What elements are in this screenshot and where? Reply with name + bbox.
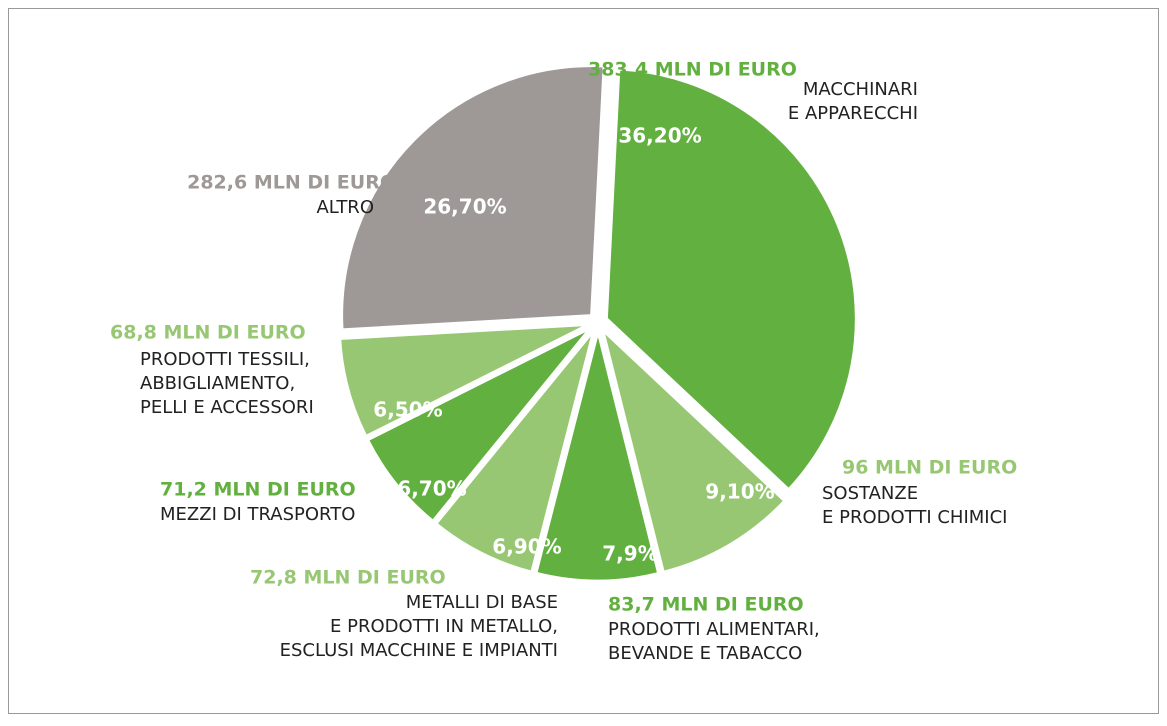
category-line: PELLI E ACCESSORI bbox=[140, 397, 314, 418]
pie-slice bbox=[604, 67, 858, 492]
amount-label: 96 MLN DI EURO bbox=[842, 457, 1017, 479]
percent-label: 6,70% bbox=[397, 477, 466, 501]
category-label: MEZZI DI TRASPORTO bbox=[160, 504, 355, 525]
amount-label: 68,8 MLN DI EURO bbox=[110, 322, 306, 344]
category-line: MACCHINARI bbox=[803, 79, 918, 100]
category-line: MEZZI DI TRASPORTO bbox=[160, 504, 355, 525]
percent-label: 36,20% bbox=[618, 124, 701, 148]
category-line: ALTRO bbox=[316, 197, 374, 218]
percent-label: 6,50% bbox=[373, 398, 442, 422]
category-label: METALLI DI BASE E PRODOTTI IN METALLO, ESC… bbox=[280, 592, 558, 661]
category-line: PRODOTTI ALIMENTARI, bbox=[608, 619, 820, 640]
category-line: E PRODOTTI CHIMICI bbox=[822, 507, 1007, 528]
category-line: BEVANDE E TABACCO bbox=[608, 643, 802, 664]
amount-label: 72,8 MLN DI EURO bbox=[250, 567, 446, 589]
category-line: ABBIGLIAMENTO, bbox=[140, 373, 295, 394]
pie-slice bbox=[340, 64, 606, 332]
amount-label: 383,4 MLN DI EURO bbox=[588, 59, 797, 81]
category-line: SOSTANZE bbox=[822, 483, 918, 504]
amount-label: 71,2 MLN DI EURO bbox=[160, 479, 356, 501]
percent-label: 9,10% bbox=[705, 480, 774, 504]
pie-slice bbox=[365, 326, 593, 524]
percent-label: 7,9% bbox=[602, 542, 657, 566]
pie-slice bbox=[599, 325, 787, 575]
frame bbox=[8, 8, 1159, 714]
category-line: PRODOTTI TESSILI, bbox=[140, 349, 310, 370]
category-line: ESCLUSI MACCHINE E IMPIANTI bbox=[280, 640, 558, 661]
category-label: PRODOTTI ALIMENTARI, BEVANDE E TABACCO bbox=[608, 619, 820, 664]
percent-label: 26,70% bbox=[423, 195, 506, 219]
pie-slice bbox=[534, 330, 661, 583]
category-label: PRODOTTI TESSILI, ABBIGLIAMENTO, PELLI E A… bbox=[140, 349, 314, 418]
category-line: METALLI DI BASE bbox=[406, 592, 558, 613]
category-line: E PRODOTTI IN METALLO, bbox=[330, 616, 558, 637]
category-label: ALTRO bbox=[316, 197, 374, 218]
category-line: E APPARECCHI bbox=[788, 103, 918, 124]
pie-slice bbox=[338, 322, 590, 439]
amount-label: 282,6 MLN DI EURO bbox=[187, 172, 396, 194]
amount-label: 83,7 MLN DI EURO bbox=[608, 594, 804, 616]
pie-slice bbox=[433, 329, 596, 575]
category-label: MACCHINARI E APPARECCHI bbox=[788, 79, 918, 124]
percent-label: 6,90% bbox=[492, 535, 561, 559]
category-label: SOSTANZE E PRODOTTI CHIMICI bbox=[822, 483, 1007, 528]
